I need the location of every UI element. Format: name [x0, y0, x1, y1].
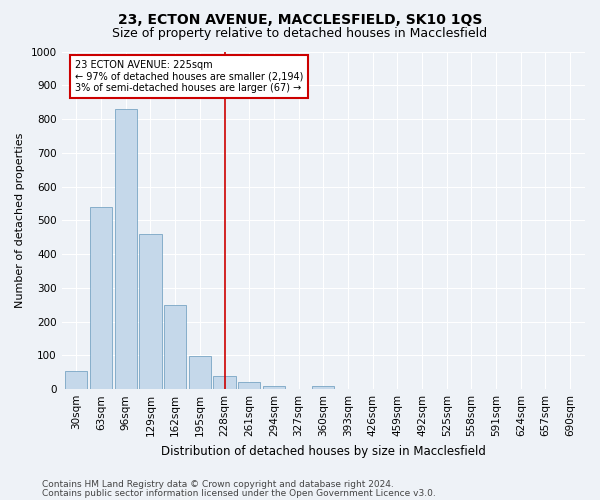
Bar: [238, 382, 260, 389]
Bar: [90, 207, 112, 389]
Bar: [115, 109, 137, 389]
Bar: [312, 386, 334, 389]
Bar: [139, 234, 161, 389]
Bar: [164, 306, 186, 389]
Bar: [263, 386, 285, 389]
Bar: [189, 356, 211, 389]
Text: 23 ECTON AVENUE: 225sqm
← 97% of detached houses are smaller (2,194)
3% of semi-: 23 ECTON AVENUE: 225sqm ← 97% of detache…: [74, 60, 303, 93]
Text: Contains HM Land Registry data © Crown copyright and database right 2024.: Contains HM Land Registry data © Crown c…: [42, 480, 394, 489]
Bar: [214, 376, 236, 389]
Bar: [65, 370, 88, 389]
Y-axis label: Number of detached properties: Number of detached properties: [15, 132, 25, 308]
Text: 23, ECTON AVENUE, MACCLESFIELD, SK10 1QS: 23, ECTON AVENUE, MACCLESFIELD, SK10 1QS: [118, 12, 482, 26]
X-axis label: Distribution of detached houses by size in Macclesfield: Distribution of detached houses by size …: [161, 444, 486, 458]
Text: Size of property relative to detached houses in Macclesfield: Size of property relative to detached ho…: [112, 28, 488, 40]
Text: Contains public sector information licensed under the Open Government Licence v3: Contains public sector information licen…: [42, 489, 436, 498]
